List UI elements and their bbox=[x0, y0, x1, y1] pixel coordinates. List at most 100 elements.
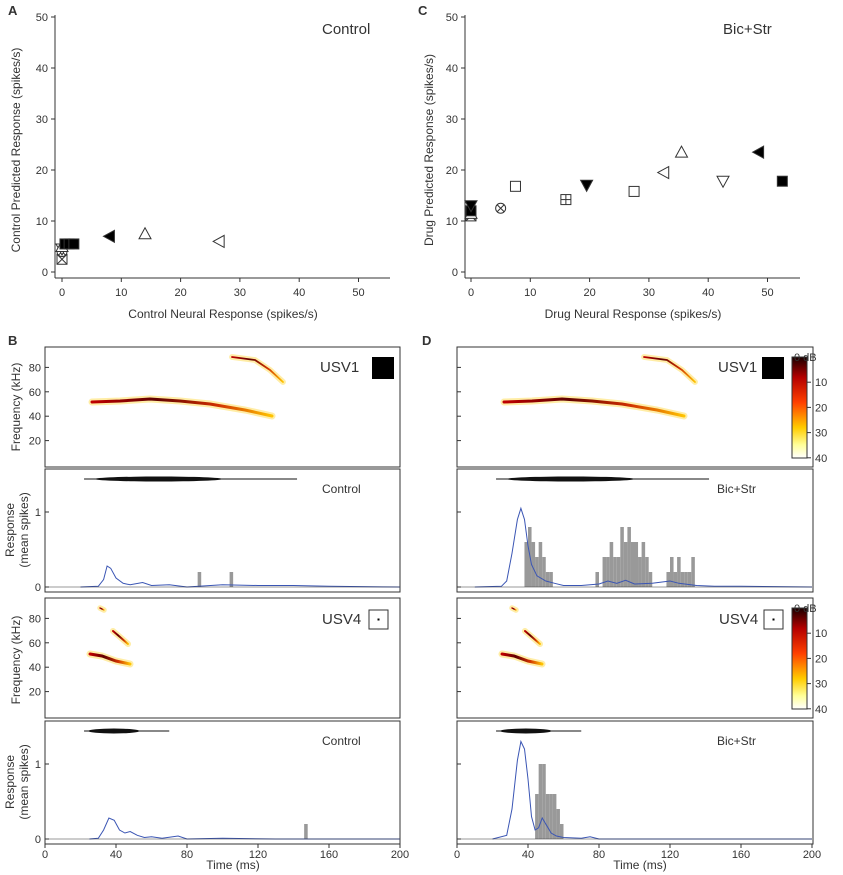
response-panel-b-usv1: 0 1 Control Response (mean spikes) bbox=[3, 468, 401, 594]
scatter-ytick-label: 0 bbox=[452, 267, 458, 279]
scatter-xtick-label: 50 bbox=[761, 287, 773, 299]
scatter-ylabel-control: Control Predicted Response (spikes/s) bbox=[9, 48, 23, 253]
response-ytick-label: 1 bbox=[35, 507, 41, 519]
scatter-point-square bbox=[628, 185, 640, 197]
scatter-point-triangle-left bbox=[751, 145, 765, 159]
histogram-bar bbox=[648, 572, 653, 587]
syllable-top bbox=[511, 607, 517, 611]
time-xlabel-d: Time (ms) bbox=[613, 858, 667, 872]
time-tick-label: 0 bbox=[42, 849, 48, 861]
time-tick-label: 200 bbox=[803, 849, 821, 861]
histogram-bar bbox=[538, 542, 543, 587]
colorbar-tick-label: 40 bbox=[815, 704, 827, 716]
histogram-bar bbox=[620, 527, 624, 587]
histogram-bar bbox=[538, 764, 543, 839]
stimulus-envelope bbox=[500, 728, 552, 734]
scatter-point-triangle-up bbox=[138, 226, 152, 240]
scatter-xlabel-control: Control Neural Response (spikes/s) bbox=[128, 307, 317, 321]
scatter-ytick-label: 40 bbox=[36, 63, 48, 75]
histogram-bar bbox=[670, 557, 674, 587]
spectrogram-panel-d-usv4: USV4 bbox=[456, 597, 814, 719]
histogram-bar bbox=[595, 572, 599, 587]
syllable-main bbox=[502, 397, 686, 418]
histogram-bar bbox=[304, 824, 308, 839]
spectrogram-panel-b-usv4: 20 40 60 80 USV4 Frequency (kHz) bbox=[9, 597, 401, 719]
scatter-ytick-label: 10 bbox=[36, 216, 48, 228]
syllable-upper bbox=[524, 630, 541, 645]
scatter-ytick-label: 30 bbox=[446, 114, 458, 126]
histogram-bar bbox=[691, 557, 695, 587]
scatter-ylabel-drug: Drug Predicted Response (spikes/s) bbox=[422, 54, 436, 246]
histogram-bar bbox=[524, 542, 528, 587]
histogram-bar bbox=[641, 542, 646, 587]
psth-curve bbox=[492, 739, 812, 840]
stimulus-envelope bbox=[94, 476, 223, 482]
scatter-point-triangle-left bbox=[102, 229, 115, 244]
scatter-point-square bbox=[509, 180, 521, 192]
spectrogram-ytick-label: 80 bbox=[29, 613, 41, 625]
histogram-bar bbox=[556, 809, 560, 839]
syllable-upper bbox=[643, 356, 696, 383]
scatter-xtick-label: 0 bbox=[59, 287, 65, 299]
syllable-main bbox=[90, 397, 274, 418]
scatter-xtick-label: 20 bbox=[174, 287, 186, 299]
spectrogram-ytick-label: 20 bbox=[29, 436, 41, 448]
spectrogram-label-d-usv1: USV1 bbox=[718, 359, 757, 376]
scatter-xtick-label: 10 bbox=[115, 287, 127, 299]
response-panel-d-usv1: Bic+Str bbox=[456, 468, 814, 593]
spectrogram-label-b-usv4: USV4 bbox=[322, 611, 361, 628]
colorbar-label-top: 0 dB bbox=[794, 603, 817, 615]
response-ylabel-line2-b: (mean spikes) bbox=[17, 744, 31, 819]
spectrogram-ylabel-b1: Frequency (kHz) bbox=[9, 363, 23, 452]
scatter-xtick-label: 30 bbox=[643, 287, 655, 299]
stimulus-marker-large bbox=[372, 357, 394, 379]
scatter-point-square bbox=[776, 175, 788, 187]
histogram-bar bbox=[687, 572, 692, 587]
histogram-bar bbox=[630, 542, 635, 587]
histogram-bar bbox=[197, 572, 202, 587]
histogram-bar bbox=[677, 557, 681, 587]
stimulus-envelope bbox=[506, 476, 635, 482]
scatter-point-square bbox=[68, 238, 80, 250]
spectrogram-label-b-usv1: USV1 bbox=[320, 359, 359, 376]
psth-curve bbox=[80, 565, 401, 588]
histogram-bar bbox=[545, 572, 550, 587]
scatter-xtick-label: 10 bbox=[524, 287, 536, 299]
histogram-bar bbox=[542, 557, 546, 587]
scatter-point-plus-box bbox=[560, 194, 572, 206]
spectrogram-ylabel-b3: Frequency (kHz) bbox=[9, 616, 23, 705]
scatter-ytick-label: 40 bbox=[446, 63, 458, 75]
colorbar-tick-label: 10 bbox=[815, 377, 827, 389]
psth-curve bbox=[474, 506, 813, 588]
syllable-top bbox=[99, 607, 105, 611]
colorbar-top: 0 dB 10 20 30 40 bbox=[791, 352, 827, 465]
histogram-bar bbox=[680, 572, 685, 587]
spectrogram-ytick-label: 80 bbox=[29, 362, 41, 374]
colorbar-tick-label: 30 bbox=[815, 679, 827, 691]
response-label-b-usv1: Control bbox=[322, 482, 361, 496]
scatter-xtick-label: 40 bbox=[293, 287, 305, 299]
scatter-point-x-circle bbox=[495, 202, 507, 214]
histogram-bar bbox=[552, 794, 557, 839]
scatter-ytick-label: 20 bbox=[36, 165, 48, 177]
spectrogram-panel-d-usv1: USV1 bbox=[456, 346, 814, 468]
histogram-bar bbox=[634, 542, 639, 587]
spectrogram-label-d-usv4: USV4 bbox=[719, 611, 758, 628]
time-xlabel-b: Time (ms) bbox=[206, 858, 260, 872]
histogram-bar bbox=[638, 557, 642, 587]
psth-curve bbox=[89, 817, 400, 840]
colorbar-bottom: 0 dB 10 20 30 40 bbox=[791, 603, 827, 716]
syllable-upper bbox=[112, 630, 129, 645]
scatter-xtick-label: 40 bbox=[702, 287, 714, 299]
histogram-bar bbox=[609, 542, 614, 587]
stimulus-marker-small bbox=[377, 618, 380, 621]
scatter-point-triangle-down bbox=[464, 200, 478, 213]
histogram-bar bbox=[602, 557, 607, 587]
time-tick-label: 40 bbox=[522, 849, 534, 861]
histogram-bar bbox=[627, 527, 631, 587]
scatter-xtick-label: 30 bbox=[234, 287, 246, 299]
histogram-bar bbox=[535, 794, 539, 839]
scatter-title-control: Control bbox=[322, 21, 370, 38]
response-ylabel-line1: Response bbox=[3, 503, 17, 557]
